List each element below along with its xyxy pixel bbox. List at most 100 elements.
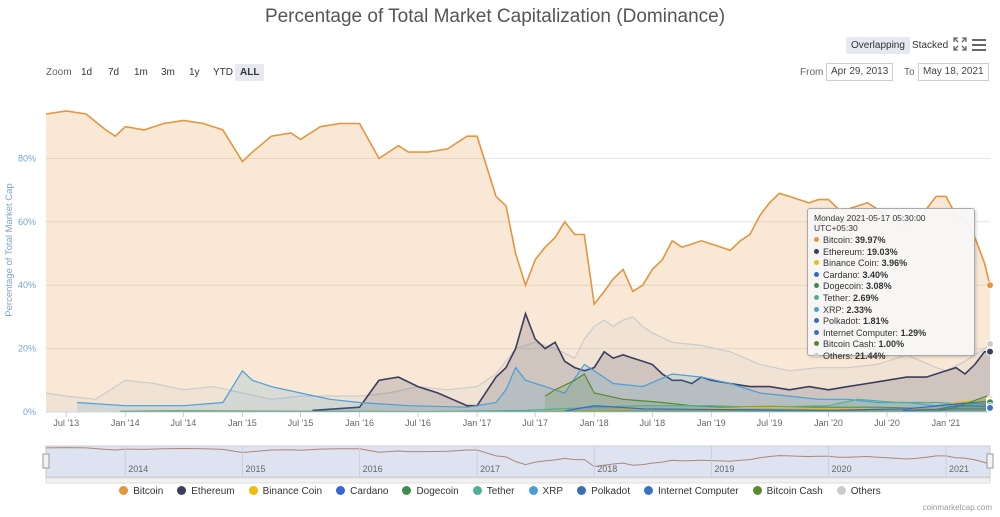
legend-item-polkadot[interactable]: Polkadot <box>577 486 630 497</box>
legend-dot-icon <box>336 486 346 495</box>
zoom-1y-button[interactable]: 1y <box>189 67 200 78</box>
zoom-7d-button[interactable]: 7d <box>108 67 120 78</box>
navigator-year-label: 2015 <box>245 464 265 474</box>
tooltip-series-value: 19.03% <box>867 246 898 257</box>
expand-icon[interactable] <box>953 37 967 51</box>
navigator-year-label: 2020 <box>832 464 852 474</box>
tooltip-series-name: Cardano <box>823 269 858 280</box>
legend-label: Polkadot <box>591 486 630 497</box>
tooltip-row: Internet Computer: 1.29% <box>814 328 968 340</box>
legend-item-tether[interactable]: Tether <box>472 486 515 497</box>
navigator-year-label: 2021 <box>949 464 969 474</box>
tooltip-row: Dogecoin: 3.08% <box>814 281 968 293</box>
legend-dot-icon <box>177 486 187 495</box>
y-tick-label: 60% <box>18 217 36 227</box>
x-tick-label: Jul '17 <box>522 418 548 428</box>
tooltip-series-name: Bitcoin Cash <box>823 339 874 350</box>
x-tick-label: Jul '18 <box>639 418 665 428</box>
series-area-xrp <box>77 364 991 412</box>
legend-label: Bitcoin <box>133 486 164 497</box>
tooltip-row: Polkadot: 1.81% <box>814 316 968 328</box>
legend-dot-icon <box>836 486 846 495</box>
navigator-scrollbar[interactable] <box>45 477 991 484</box>
x-tick-label: Jul '19 <box>757 418 783 428</box>
tooltip-dot-icon <box>814 248 819 254</box>
legend-item-others[interactable]: Others <box>836 486 881 497</box>
overlapping-button[interactable]: Overlapping <box>846 37 910 54</box>
series-line-polkadot <box>902 405 991 411</box>
tooltip-dot-icon <box>814 306 819 312</box>
navigator[interactable]: 2014 2015 2016 2017 2018 2019 2020 2021 <box>42 445 994 484</box>
x-tick-label: Jul '20 <box>874 418 900 428</box>
zoom-ytd-button[interactable]: YTD <box>213 67 233 78</box>
legend-item-bitcoin[interactable]: Bitcoin <box>119 486 163 497</box>
legend-item-internet-computer[interactable]: Internet Computer <box>644 486 739 497</box>
x-tick-label: Jul '14 <box>171 418 197 428</box>
legend-item-binance-coin[interactable]: Binance Coin <box>248 486 322 497</box>
legend-label: Internet Computer <box>658 486 739 497</box>
tooltip-series-name: Dogecoin <box>823 281 862 292</box>
tooltip-row: Cardano: 3.40% <box>814 270 968 282</box>
to-date-input[interactable]: May 18, 2021 <box>918 63 989 81</box>
y-tick-label: 80% <box>18 153 36 163</box>
series-line-bitcoin-cash <box>544 373 990 410</box>
tooltip-series-name: Ethereum <box>823 246 863 257</box>
y-tick-label: 40% <box>18 280 36 290</box>
legend-label: Ethereum <box>191 486 235 497</box>
tooltip-series-value: 3.40% <box>862 269 889 280</box>
tooltip-series-name: Tether <box>823 292 849 303</box>
series-line-dogecoin <box>119 395 991 413</box>
zoom-1d-button[interactable]: 1d <box>81 67 93 78</box>
series-marker-bitcoin <box>986 281 994 290</box>
y-tick-label: 20% <box>18 344 36 354</box>
tooltip-row: Others: 21.44% <box>814 351 968 363</box>
tooltip-dot-icon <box>814 294 819 300</box>
tooltip-series-name: Polkadot <box>823 316 859 327</box>
legend-dot-icon <box>119 486 129 495</box>
x-tick-label: Jan '18 <box>580 418 609 428</box>
legend-item-ethereum[interactable]: Ethereum <box>177 486 235 497</box>
legend-dot-icon <box>644 486 653 495</box>
tooltip-dot-icon <box>814 283 819 289</box>
tooltip-row: Bitcoin: 39.97% <box>814 235 968 247</box>
tooltip-series-value: 39.97% <box>855 235 886 245</box>
legend-dot-icon <box>248 486 258 495</box>
to-label: To <box>904 67 915 78</box>
navigator-year-label: 2016 <box>363 464 383 474</box>
from-date-input[interactable]: Apr 29, 2013 <box>826 63 894 81</box>
tooltip-series-name: Binance Coin <box>823 258 877 269</box>
series-line-others <box>45 316 991 400</box>
navigator-left-handle[interactable] <box>42 453 50 469</box>
navigator-year-label: 2017 <box>480 464 500 474</box>
stacked-button[interactable]: Stacked <box>912 40 949 51</box>
series-area-others <box>46 316 990 412</box>
tooltip-dot-icon <box>814 318 819 324</box>
tooltip-series-value: 3.08% <box>866 281 892 292</box>
legend-label: Dogecoin <box>416 486 459 497</box>
tooltip-series-value: 21.44% <box>855 350 886 361</box>
series-marker-others <box>986 340 994 349</box>
x-tick-label: Jul '15 <box>288 418 314 428</box>
tooltip-row: Tether: 2.69% <box>814 293 968 305</box>
zoom-3m-button[interactable]: 3m <box>161 67 175 78</box>
legend-item-cardano[interactable]: Cardano <box>336 486 388 497</box>
legend-item-xrp[interactable]: XRP <box>528 486 563 497</box>
x-tick-label: Jul '16 <box>405 418 431 428</box>
legend-dot-icon <box>577 486 587 495</box>
hamburger-menu-icon[interactable] <box>972 38 986 51</box>
tooltip-dot-icon <box>814 352 819 358</box>
legend-dot-icon <box>528 486 538 495</box>
legend-item-dogecoin[interactable]: Dogecoin <box>402 486 459 497</box>
x-tick-label: Jan '21 <box>932 418 961 428</box>
zoom-all-button[interactable]: ALL <box>235 64 265 81</box>
x-tick-label: Jan '15 <box>228 418 257 428</box>
navigator-right-handle[interactable] <box>986 453 994 469</box>
legend-label: Bitcoin Cash <box>766 486 823 497</box>
navigator-year-label: 2014 <box>128 464 148 474</box>
chart-title: Percentage of Total Market Capitalizatio… <box>264 6 726 27</box>
zoom-1m-button[interactable]: 1m <box>134 67 148 78</box>
x-tick-label: Jan '19 <box>697 418 726 428</box>
legend-item-bitcoin-cash[interactable]: Bitcoin Cash <box>752 486 823 497</box>
x-tick-label: Jan '16 <box>345 418 374 428</box>
navigator-window <box>45 445 991 478</box>
